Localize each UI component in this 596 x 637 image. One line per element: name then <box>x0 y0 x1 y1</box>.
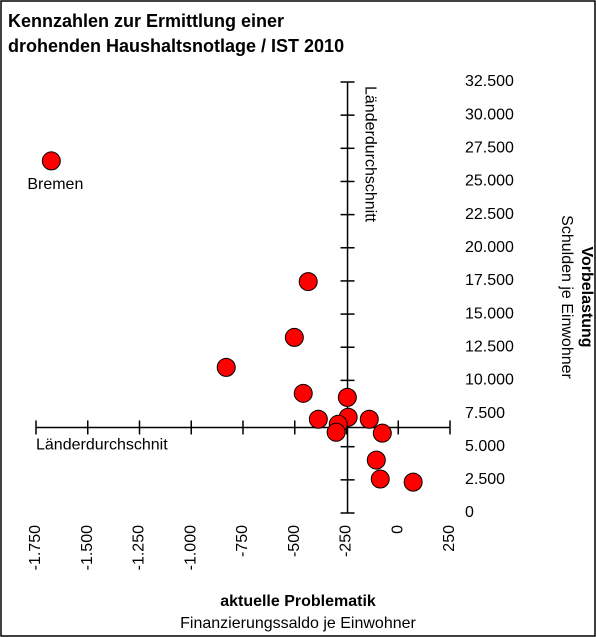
chart-title: drohenden Haushaltsnotlage / IST 2010 <box>8 36 344 56</box>
y-tick-label: 30.000 <box>465 106 514 123</box>
x-axis-title: aktuelle Problematik <box>220 593 376 610</box>
point <box>308 409 328 429</box>
x-tick-label: -500 <box>286 525 303 557</box>
y-tick-label: 10.000 <box>465 372 514 389</box>
point <box>298 272 318 292</box>
x-axis-subtitle: Finanzierungssaldo je Einwohner <box>180 615 416 632</box>
y-axis-subtitle: Schulden je Einwohner <box>558 215 575 379</box>
y-tick-label: 32.500 <box>465 73 514 90</box>
point <box>337 387 357 407</box>
y-tick-label: 12.500 <box>465 338 514 355</box>
reference-label: Länderdurchschnit <box>36 437 168 454</box>
point <box>216 357 236 377</box>
point <box>359 409 379 429</box>
y-tick-label: 7.500 <box>465 405 505 422</box>
y-tick-label: 20.000 <box>465 239 514 256</box>
reference-label: Länderdurchschnitt <box>361 86 378 223</box>
x-tick-label: 250 <box>441 525 458 552</box>
x-tick-label: 0 <box>389 525 406 534</box>
y-tick-label: 27.500 <box>465 140 514 157</box>
x-tick-label: -1.500 <box>79 525 96 570</box>
x-tick-label: -1.250 <box>131 525 148 570</box>
x-tick-label: -1.750 <box>27 525 44 570</box>
point <box>326 422 346 442</box>
y-tick-label: 17.500 <box>465 272 514 289</box>
y-tick-label: 0 <box>465 504 474 521</box>
y-tick-label: 2.500 <box>465 471 505 488</box>
point <box>370 469 390 489</box>
point <box>284 327 304 347</box>
point <box>366 450 386 470</box>
x-tick-label: -750 <box>234 525 251 557</box>
point <box>41 151 61 171</box>
point <box>403 472 423 492</box>
chart-title: Kennzahlen zur Ermittlung einer <box>8 11 284 31</box>
annotation: Bremen <box>27 176 83 193</box>
point <box>372 423 392 443</box>
point <box>293 383 313 403</box>
x-tick-label: -250 <box>338 525 355 557</box>
y-tick-label: 25.000 <box>465 173 514 190</box>
y-axis-title: Vorbelastung <box>578 246 595 347</box>
x-tick-label: -1.000 <box>182 525 199 570</box>
y-tick-label: 22.500 <box>465 206 514 223</box>
y-tick-label: 5.000 <box>465 438 505 455</box>
y-tick-label: 15.000 <box>465 305 514 322</box>
